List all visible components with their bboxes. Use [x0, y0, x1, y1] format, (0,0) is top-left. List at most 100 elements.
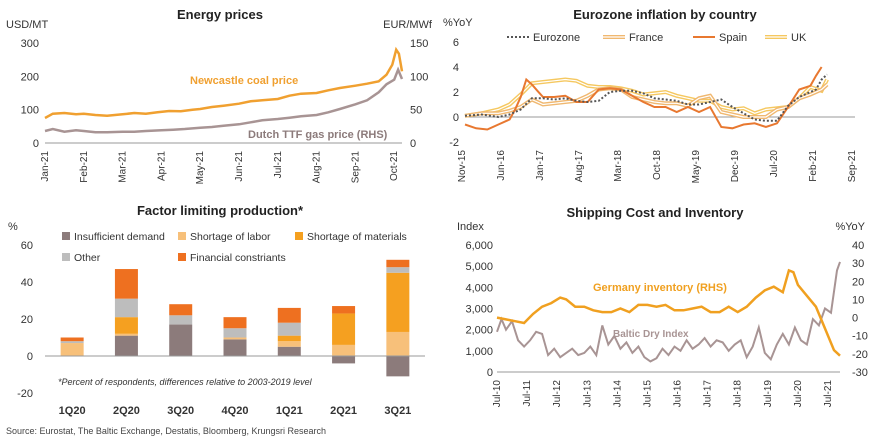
x-tick-label: 3Q20: [167, 405, 194, 417]
y-right-tick-label: 0: [410, 138, 416, 150]
bar-segment: [114, 317, 138, 334]
energy-prices-chart: Energy prices USD/MT EUR/MWf Newcastle c…: [0, 0, 435, 200]
bar-segment: [386, 259, 410, 268]
x-tick-label: 2Q21: [330, 405, 357, 417]
shipping-cost-svg: Shipping Cost and Inventory Index %YoY G…: [457, 205, 868, 408]
y-right-tick-label: 40: [852, 240, 864, 252]
x-tick-label: Mar-21: [118, 151, 129, 183]
legend-label: Eurozone: [533, 32, 580, 44]
x-tick-label: Jul-21: [273, 151, 284, 179]
y-left-tick-label: 200: [21, 71, 39, 83]
chart-title: Eurozone inflation by country: [573, 7, 757, 22]
energy-prices-svg: Energy prices USD/MT EUR/MWf Newcastle c…: [6, 7, 433, 185]
y-left-tick-label: 100: [21, 105, 39, 117]
x-tick-label: May-21: [195, 151, 206, 185]
y-tick-label: 60: [21, 240, 33, 252]
x-tick-label: Jan-17: [535, 150, 546, 181]
source-note: Source: Eurostat, The Baltic Exchange, D…: [6, 426, 326, 436]
bar-segment: [114, 333, 138, 336]
y-left-tick-label: 0: [33, 138, 39, 150]
bar-segment: [332, 344, 356, 356]
y-right-tick-label: -10: [852, 331, 868, 343]
factor-limiting-production-chart: Factor limiting production* % *Percent o…: [0, 200, 435, 424]
bar-segment: [386, 331, 410, 356]
y-left-tick-label: 1,000: [465, 346, 493, 358]
shipping-cost-inventory-chart: Shipping Cost and Inventory Index %YoY G…: [435, 200, 870, 424]
y-left-tick-label: 6,000: [465, 240, 493, 252]
y-tick-label: -2: [449, 137, 459, 149]
x-tick-label: Jul-21: [823, 380, 834, 408]
series-label-inventory: Germany inventory (RHS): [593, 282, 727, 294]
series-line-france-inner: [464, 84, 828, 118]
x-tick-label: Mar-18: [613, 150, 624, 182]
x-tick-label: Dec-19: [730, 150, 741, 183]
x-tick-label: Aug-17: [574, 150, 585, 183]
x-tick-label: Jul-20: [793, 380, 804, 408]
series-line-gas: [44, 66, 404, 134]
bar-segment: [223, 339, 247, 356]
bar-segment: [277, 307, 301, 323]
x-tick-label: Jun-16: [496, 150, 507, 181]
y-right-tick-label: -20: [852, 349, 868, 361]
bar-segment: [332, 306, 356, 314]
bar-segment: [223, 317, 247, 329]
y-left-axis-label: Index: [457, 221, 484, 233]
y-right-tick-label: 20: [852, 276, 864, 288]
x-tick-label: May-19: [691, 150, 702, 184]
x-tick-label: 4Q20: [222, 405, 249, 417]
series-line-inventory: [496, 268, 841, 357]
x-tick-label: Jul-19: [763, 380, 774, 408]
y-tick-label: 40: [21, 277, 33, 289]
series-line-uk-inner: [464, 78, 828, 117]
y-left-tick-label: 2,000: [465, 325, 493, 337]
chart-note: *Percent of respondents, differences rel…: [58, 377, 313, 387]
bar-segment: [223, 337, 247, 340]
x-tick-label: Sep-21: [350, 151, 361, 184]
legend-label: UK: [791, 32, 807, 44]
y-left-tick-label: 300: [21, 38, 39, 50]
legend-label: Spain: [719, 32, 747, 44]
bar-segment: [60, 337, 84, 342]
x-tick-label: Jul-16: [673, 380, 684, 408]
y-tick-label: 20: [21, 314, 33, 326]
chart-title: Energy prices: [177, 7, 263, 22]
y-right-tick-label: 10: [852, 294, 864, 306]
bar-segment: [114, 269, 138, 299]
legend-swatch: [62, 232, 70, 240]
bar-segment: [277, 335, 301, 342]
bar-segment: [169, 304, 193, 316]
legend-swatch: [178, 232, 186, 240]
series-line-spain: [464, 66, 823, 131]
bar-segment: [169, 315, 193, 325]
x-tick-label: Jul-14: [612, 380, 623, 408]
bar-segment: [386, 272, 410, 332]
series-line-bdi: [496, 261, 841, 363]
chart-title: Factor limiting production*: [137, 203, 304, 218]
x-tick-label: Jul-11: [522, 380, 533, 407]
x-tick-label: Jul-20: [769, 150, 780, 178]
y-right-axis-label: EUR/MWf: [383, 19, 433, 31]
x-tick-label: Jul-13: [582, 380, 593, 408]
x-tick-label: 1Q21: [276, 405, 303, 417]
y-right-axis-label: %YoY: [835, 221, 865, 233]
x-tick-label: Oct-21: [389, 151, 400, 181]
x-tick-label: Apr-21: [156, 151, 167, 181]
y-tick-label: 0: [27, 351, 33, 363]
y-axis-label: %YoY: [443, 17, 473, 29]
x-tick-label: 2Q20: [113, 405, 140, 417]
bar-segment: [386, 267, 410, 273]
x-tick-label: Jul-10: [492, 380, 503, 408]
x-tick-label: Jan-21: [40, 151, 51, 182]
y-right-tick-label: 50: [410, 105, 422, 117]
y-tick-label: 2: [453, 87, 459, 99]
x-tick-label: Jul-12: [552, 380, 563, 408]
eurozone-inflation-svg: Eurozone inflation by country %YoY -2 0 2 4…: [443, 7, 858, 184]
bar-segment: [169, 324, 193, 356]
x-tick-label: Jun-21: [234, 151, 245, 182]
y-tick-label: -20: [17, 388, 33, 400]
y-left-axis-label: USD/MT: [6, 19, 48, 31]
bar-segment: [223, 328, 247, 338]
legend-swatch: [62, 253, 70, 261]
y-right-tick-label: 0: [852, 313, 858, 325]
x-tick-label: Jul-17: [703, 380, 714, 408]
